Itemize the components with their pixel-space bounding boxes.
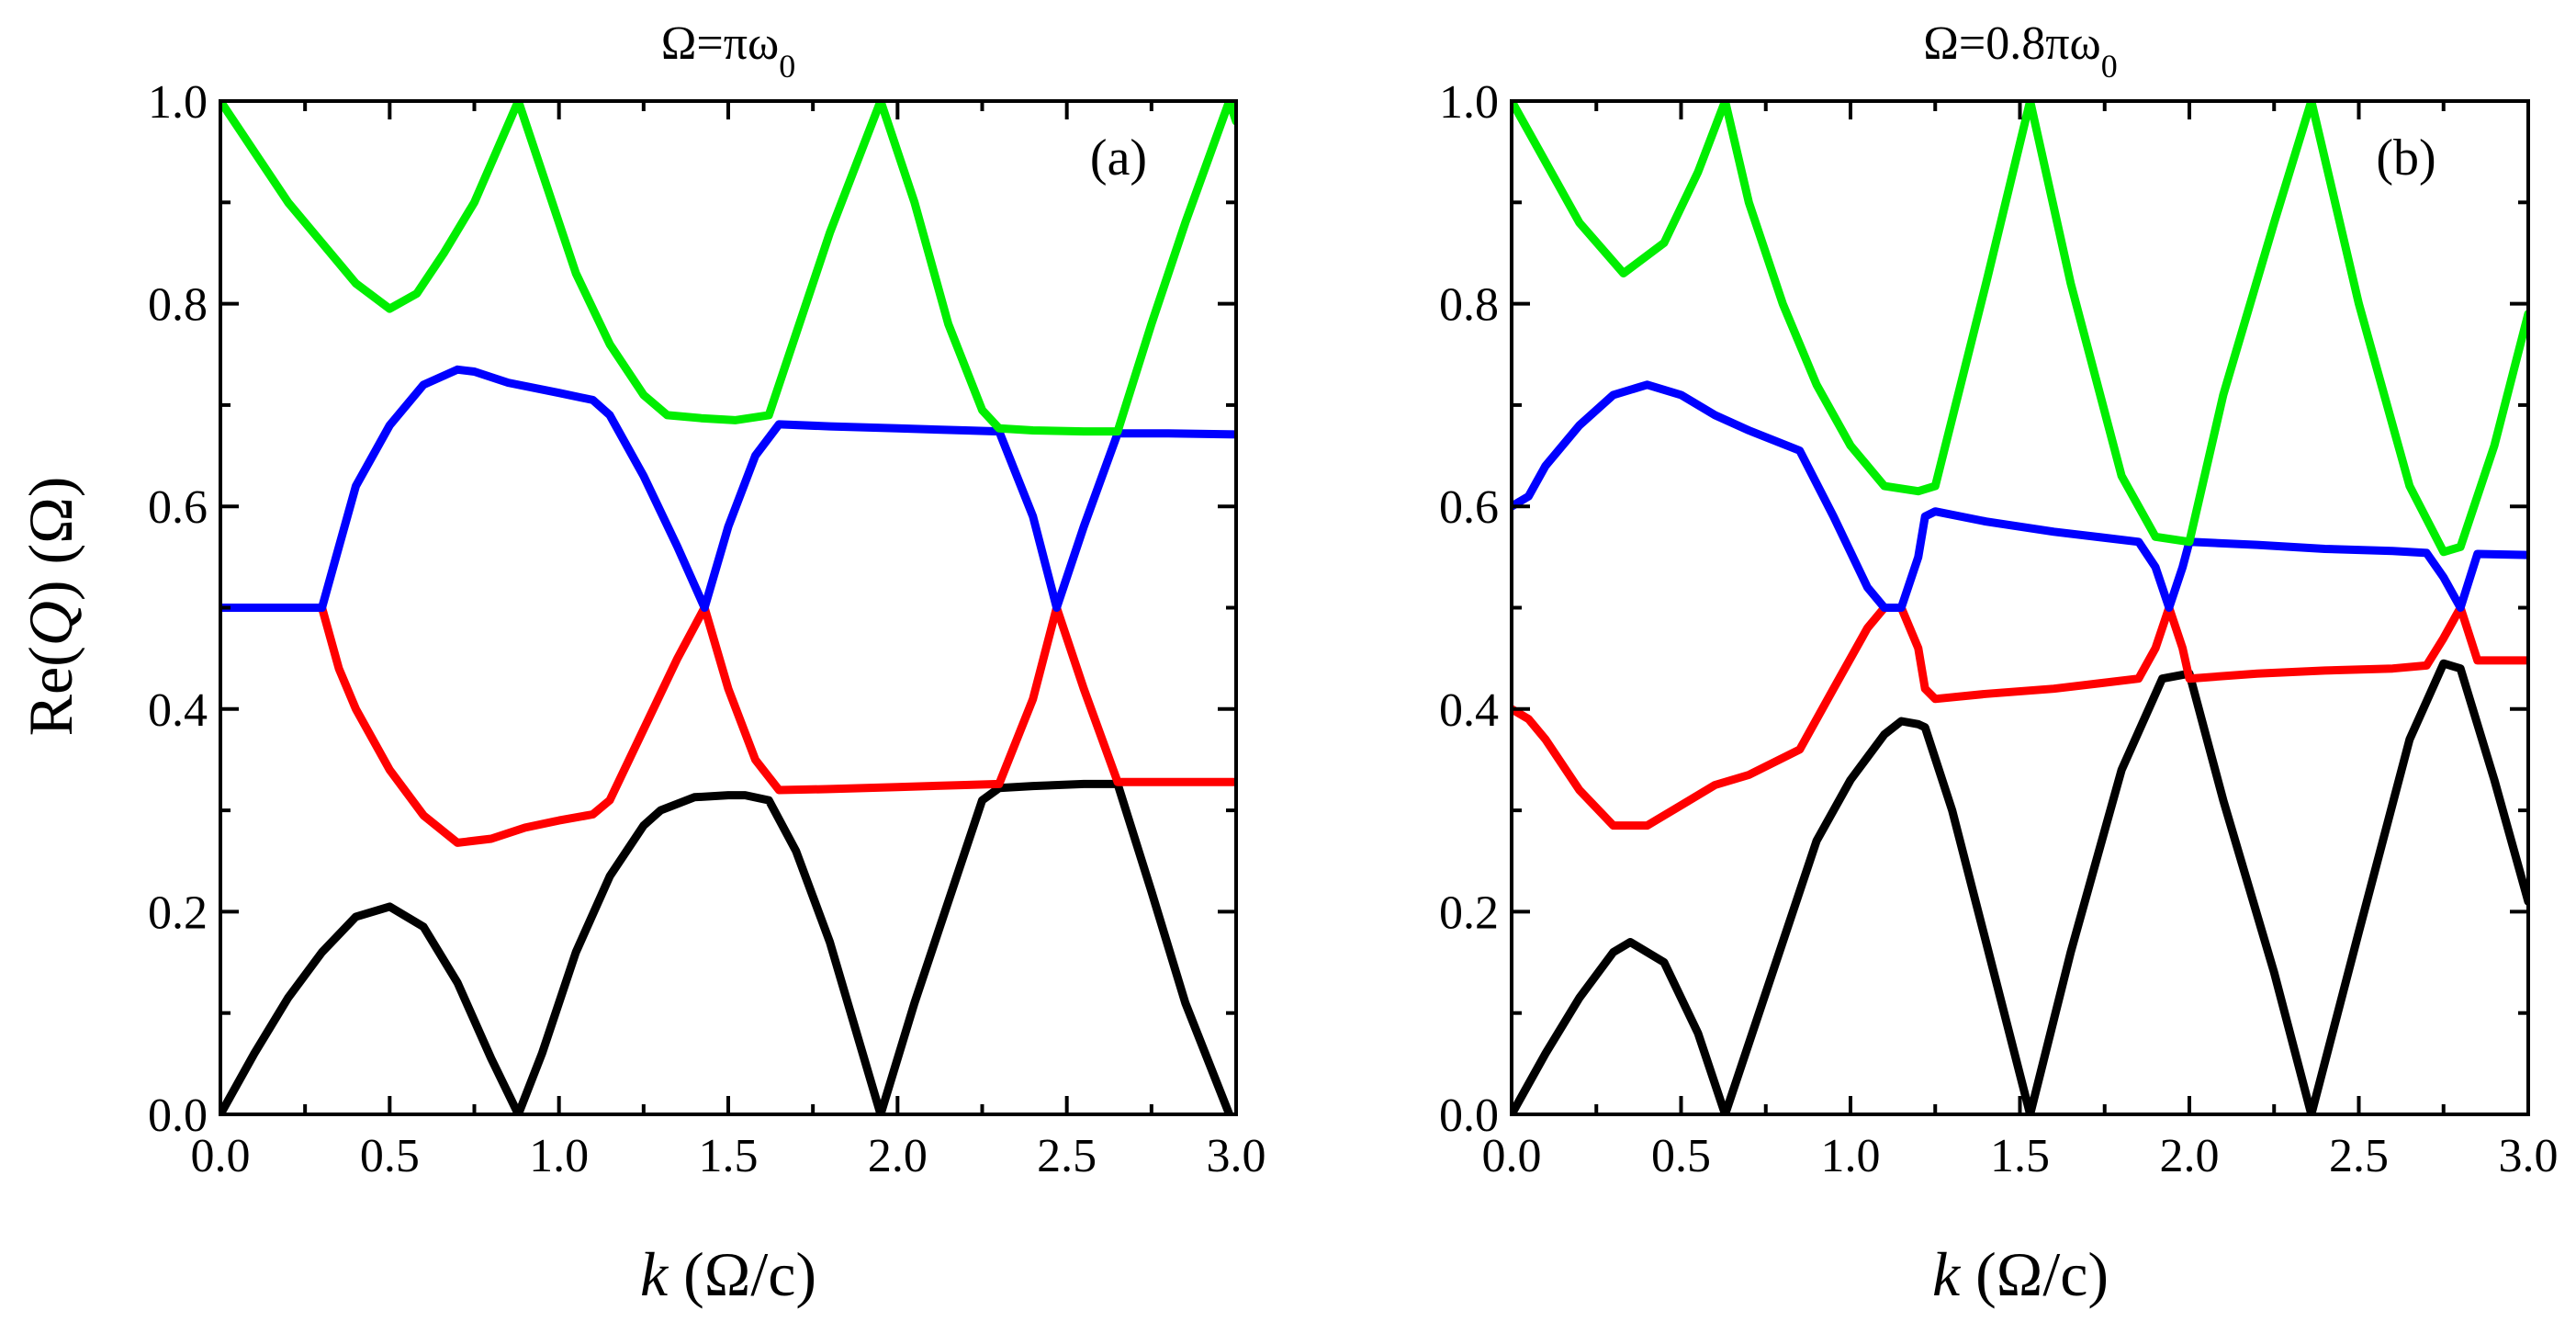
x-tick-label: 3.0 bbox=[1207, 1130, 1266, 1182]
series-line-band-2 bbox=[1512, 604, 2528, 830]
series-line-band-4 bbox=[1512, 101, 2528, 557]
y-tick-label: 1.0 bbox=[1439, 76, 1499, 129]
series-group bbox=[220, 101, 1236, 1114]
series-line-band-1 bbox=[1512, 659, 2528, 1114]
series-line-band-4 bbox=[220, 101, 1236, 436]
y-tick-label: 0.8 bbox=[148, 279, 208, 332]
panel-b-plot-area: 0.0 0.5 1.0 1.5 2.0 2.5 3.0 0.0 0.2 0.4 0.6 0.8 1.0 bbox=[1439, 76, 2559, 1182]
x-tick-label: 0.5 bbox=[1651, 1130, 1711, 1182]
x-tick-label: 3.0 bbox=[2499, 1130, 2559, 1182]
x-tick-label: 0.0 bbox=[191, 1130, 251, 1182]
x-tick-label: 1.5 bbox=[699, 1130, 759, 1182]
x-tick-label: 2.0 bbox=[868, 1130, 928, 1182]
y-tick-label: 0.0 bbox=[1439, 1090, 1499, 1142]
plot-frame bbox=[219, 99, 1238, 1116]
panel-a-x-axis-title: k (Ω/c) bbox=[640, 1239, 816, 1309]
series-line-band-3 bbox=[220, 365, 1236, 612]
y-tick-label: 0.4 bbox=[148, 684, 208, 737]
x-tick-label: 1.5 bbox=[1990, 1130, 2050, 1182]
x-tick-label: 1.0 bbox=[529, 1130, 589, 1182]
panel-b: Ω=0.8πω0 0.0 0.5 1.0 1.5 2.0 2.5 3.00.00.20.40… bbox=[1439, 17, 2559, 1309]
x-tick-label: 0.5 bbox=[360, 1130, 420, 1182]
y-tick-label: 0.0 bbox=[148, 1090, 208, 1142]
y-tick-label: 1.0 bbox=[148, 76, 208, 129]
x-tick-label: 2.5 bbox=[1037, 1130, 1097, 1182]
series-line-band-2 bbox=[318, 604, 1236, 847]
series-group bbox=[1512, 101, 2528, 1114]
y-tick-label: 0.2 bbox=[1439, 887, 1499, 939]
x-tick-label: 2.0 bbox=[2160, 1130, 2220, 1182]
panel-a-label: (a) bbox=[1090, 130, 1147, 186]
y-tick-label: 0.8 bbox=[1439, 279, 1499, 332]
panel-a-plot-area: 0.0 0.5 1.0 1.5 2.0 2.5 3.0 0.0 0.2 0.4 0.6 0.8 1.0 bbox=[148, 76, 1266, 1182]
series-line-band-1 bbox=[220, 779, 1234, 1114]
panel-b-title: Ω=0.8πω0 bbox=[1923, 17, 2117, 85]
panel-b-label: (b) bbox=[2376, 130, 2435, 186]
y-axis-title: Re(Q) (Ω) bbox=[16, 477, 85, 737]
y-tick-label: 0.2 bbox=[148, 887, 208, 939]
series-line-band-3 bbox=[1512, 380, 2528, 612]
y-tick-label: 0.6 bbox=[1439, 481, 1499, 534]
y-tick-label: 0.6 bbox=[148, 481, 208, 534]
x-tick-label: 2.5 bbox=[2329, 1130, 2389, 1182]
x-tick-label: 0.0 bbox=[1482, 1130, 1542, 1182]
panel-a-title: Ω=πω0 bbox=[661, 17, 795, 85]
panel-a: Ω=πω0 0.0 0.5 1.0 1.5 2.0 2.5 3.00.00.20.40.60… bbox=[148, 17, 1266, 1309]
panel-b-x-axis-title: k (Ω/c) bbox=[1932, 1239, 2109, 1309]
x-tick-label: 1.0 bbox=[1821, 1130, 1881, 1182]
y-tick-label: 0.4 bbox=[1439, 684, 1499, 737]
